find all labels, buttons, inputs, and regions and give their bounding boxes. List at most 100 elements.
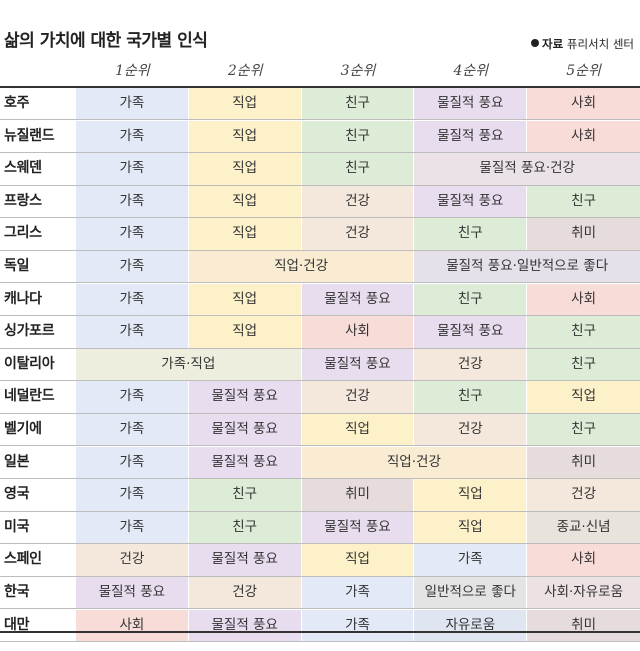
value-cell: 취미 (527, 609, 640, 641)
country-label: 독일 (4, 258, 30, 274)
rank-label-4: 4순위 (453, 63, 489, 79)
value-cell: 가족 (76, 479, 188, 511)
value-cell: 취미 (301, 479, 414, 511)
table-row: 이탈리아 가족·직업 물질적 풍요 건강 친구 (0, 348, 640, 382)
country-label: 대만 (4, 616, 30, 633)
value-cell: 물질적 풍요 (414, 120, 527, 152)
value-cell: 가족 (76, 414, 188, 446)
value-cell: 친구 (188, 479, 301, 511)
table-row: 그리스 가족 직업 건강 친구 취미 (0, 218, 640, 251)
table-row: 한국 물질적 풍요 건강 가족 일반적으로 좋다 사회·자유로움 (0, 577, 640, 610)
country-label: 뉴질랜드 (4, 127, 55, 144)
value-cell: 친구 (527, 414, 640, 446)
value-cell: 종교·신념 (527, 511, 640, 544)
bullet-icon (531, 39, 540, 47)
country-label: 미국 (4, 518, 30, 535)
country-label: 한국 (4, 584, 30, 600)
rank-label-2: 2순위 (227, 63, 263, 79)
value-cell: 건강 (301, 185, 414, 218)
value-cell: 건강 (414, 348, 527, 381)
value-cell: 건강 (76, 544, 188, 576)
value-cell: 가족 (301, 609, 414, 641)
table-bottom-rule (0, 631, 640, 633)
value-cell: 사회 (76, 609, 188, 641)
value-cell: 직업 (188, 88, 301, 120)
value-cell: 물질적 풍요 (414, 88, 527, 120)
value-cell: 건강 (527, 479, 640, 511)
chart-title: 삶의 가치에 대한 국가별 인식 (4, 31, 208, 51)
country-label: 그리스 (4, 225, 42, 242)
country-label: 스페인 (4, 551, 42, 568)
value-cell: 직업 (188, 283, 301, 315)
value-cell: 자유로움 (414, 609, 527, 641)
rank-header: 1순위 2순위 3순위 4순위 5순위 (76, 60, 640, 84)
value-cell: 직업 (188, 153, 301, 185)
country-label: 스웨덴 (4, 160, 42, 177)
value-cell: 물질적 풍요 (188, 609, 301, 641)
value-cell: 가족·직업 (76, 348, 301, 381)
rank-label-1: 1순위 (115, 63, 150, 79)
value-cell: 직업 (414, 479, 527, 511)
value-cell: 물질적 풍요 (188, 381, 301, 413)
value-cell: 물질적 풍요·건강 (414, 153, 640, 185)
country-label: 싱가포르 (4, 323, 55, 340)
table-top-rule (0, 86, 640, 88)
value-cell: 물질적 풍요 (76, 577, 188, 609)
table-row: 프랑스 가족 직업 건강 물질적 풍요 친구 (0, 185, 640, 219)
value-cell: 직업 (188, 120, 301, 152)
table-row: 호주 가족 직업 친구 물질적 풍요 사회 (0, 88, 640, 121)
table-row: 캐나다 가족 직업 물질적 풍요 친구 사회 (0, 283, 640, 316)
value-cell: 가족 (76, 316, 188, 348)
country-label: 네덜란드 (4, 388, 55, 405)
value-cell: 사회 (527, 88, 640, 120)
value-cell: 사회 (527, 120, 640, 152)
value-cell: 가족 (76, 446, 188, 478)
table-row: 벨기에 가족 물질적 풍요 직업 건강 친구 (0, 414, 640, 447)
table-row: 일본 가족 물질적 풍요 직업·건강 취미 (0, 446, 640, 479)
value-cell: 물질적 풍요 (188, 544, 301, 576)
value-cell: 친구 (188, 511, 301, 544)
country-label: 캐나다 (4, 290, 42, 307)
value-cell: 가족 (76, 120, 188, 152)
source-label: 자료 (542, 37, 564, 51)
value-cell: 물질적 풍요 (301, 511, 414, 544)
table-row: 싱가포르 가족 직업 사회 물질적 풍요 친구 (0, 316, 640, 349)
value-cell: 물질적 풍요·일반적으로 좋다 (414, 251, 640, 283)
value-cell: 친구 (301, 120, 414, 152)
value-cell: 직업 (527, 381, 640, 413)
value-cell: 가족 (301, 577, 414, 609)
source-text: 퓨리서치 센터 (566, 37, 634, 51)
value-cell: 사회 (301, 316, 414, 348)
value-cell: 가족 (76, 251, 188, 283)
value-cell: 가족 (76, 185, 188, 218)
value-cell: 물질적 풍요 (301, 283, 414, 315)
value-cell: 건강 (301, 381, 414, 413)
table-row: 대만 사회 물질적 풍요 가족 자유로움 취미 (0, 609, 640, 642)
value-cell: 취미 (527, 218, 640, 250)
value-cell: 건강 (188, 577, 301, 609)
value-cell: 친구 (527, 348, 640, 381)
value-cell: 직업 (188, 185, 301, 218)
value-cell: 가족 (76, 88, 188, 120)
value-cell: 물질적 풍요 (414, 185, 527, 218)
rank-label-3: 3순위 (340, 63, 376, 79)
value-cell: 사회 (527, 544, 640, 576)
value-cell: 물질적 풍요 (301, 348, 414, 381)
country-label: 호주 (4, 95, 30, 111)
value-cell: 친구 (301, 153, 414, 185)
value-cell: 가족 (76, 153, 188, 185)
value-cell: 가족 (76, 511, 188, 544)
table-row: 스웨덴 가족 직업 친구 물질적 풍요·건강 (0, 153, 640, 186)
value-cell: 사회 (527, 283, 640, 315)
value-cell: 직업 (301, 544, 414, 576)
value-cell: 물질적 풍요 (188, 446, 301, 478)
value-cell: 직업 (188, 218, 301, 250)
value-cell: 친구 (301, 88, 414, 120)
value-cell: 친구 (414, 283, 527, 315)
rank-label-5: 5순위 (566, 63, 601, 79)
country-label: 벨기에 (4, 421, 42, 437)
value-cell: 사회·자유로움 (527, 577, 640, 609)
table-row: 독일 가족 직업·건강 물질적 풍요·일반적으로 좋다 (0, 251, 640, 284)
country-label: 프랑스 (4, 192, 42, 209)
